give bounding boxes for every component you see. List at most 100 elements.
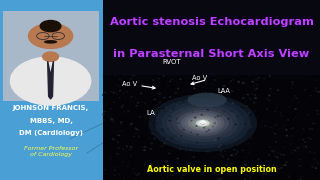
- Circle shape: [137, 112, 139, 113]
- Circle shape: [203, 127, 205, 128]
- Ellipse shape: [191, 117, 215, 129]
- Circle shape: [212, 126, 213, 127]
- Circle shape: [131, 172, 132, 173]
- Circle shape: [118, 135, 119, 136]
- Circle shape: [170, 131, 171, 132]
- Circle shape: [228, 118, 229, 119]
- Circle shape: [235, 124, 236, 125]
- Circle shape: [201, 121, 205, 123]
- Circle shape: [252, 166, 253, 167]
- Circle shape: [236, 120, 237, 121]
- Ellipse shape: [155, 98, 251, 148]
- Circle shape: [244, 179, 245, 180]
- Circle shape: [269, 100, 270, 101]
- Circle shape: [126, 146, 127, 147]
- Circle shape: [251, 138, 252, 139]
- Circle shape: [304, 136, 305, 137]
- Circle shape: [215, 117, 216, 118]
- Circle shape: [248, 130, 249, 131]
- Circle shape: [119, 79, 120, 80]
- Circle shape: [148, 100, 149, 101]
- Circle shape: [127, 109, 128, 110]
- Circle shape: [156, 123, 157, 124]
- Circle shape: [247, 94, 248, 95]
- Circle shape: [122, 161, 124, 162]
- Circle shape: [165, 101, 166, 102]
- Circle shape: [207, 109, 208, 110]
- Circle shape: [104, 111, 105, 112]
- Circle shape: [284, 125, 285, 126]
- Circle shape: [217, 177, 218, 178]
- Ellipse shape: [196, 120, 210, 127]
- Circle shape: [120, 147, 121, 148]
- Circle shape: [121, 122, 122, 123]
- Circle shape: [301, 93, 302, 94]
- Circle shape: [117, 153, 118, 154]
- Circle shape: [231, 155, 232, 156]
- Circle shape: [216, 171, 217, 172]
- Circle shape: [304, 103, 305, 104]
- Circle shape: [153, 132, 154, 133]
- Circle shape: [291, 151, 292, 152]
- Ellipse shape: [162, 101, 244, 145]
- Circle shape: [117, 166, 118, 167]
- Text: Aortic stenosis Echocardiogram: Aortic stenosis Echocardiogram: [110, 17, 315, 27]
- Circle shape: [165, 166, 166, 167]
- Circle shape: [111, 91, 112, 92]
- Circle shape: [238, 89, 239, 90]
- Bar: [3, 11, 99, 101]
- Circle shape: [106, 88, 107, 89]
- Circle shape: [265, 125, 266, 126]
- Circle shape: [310, 95, 311, 96]
- Circle shape: [206, 76, 208, 77]
- Circle shape: [183, 175, 184, 176]
- Circle shape: [183, 129, 184, 130]
- Polygon shape: [39, 61, 62, 76]
- Text: MBBS, MD,: MBBS, MD,: [29, 118, 73, 124]
- Circle shape: [254, 159, 256, 160]
- Circle shape: [168, 153, 169, 154]
- Circle shape: [221, 115, 222, 116]
- Ellipse shape: [177, 110, 229, 136]
- Circle shape: [233, 149, 235, 150]
- Circle shape: [159, 93, 160, 94]
- Text: Aortic stenosis Echocardiogram: Aortic stenosis Echocardiogram: [109, 17, 314, 27]
- Ellipse shape: [172, 107, 233, 139]
- Circle shape: [212, 159, 213, 160]
- Circle shape: [183, 171, 184, 172]
- Circle shape: [170, 116, 171, 117]
- Circle shape: [132, 75, 133, 76]
- Circle shape: [306, 130, 307, 131]
- Circle shape: [303, 146, 304, 147]
- Circle shape: [214, 172, 215, 173]
- Bar: [3, 11, 99, 101]
- Circle shape: [292, 84, 293, 85]
- Circle shape: [138, 136, 140, 137]
- Circle shape: [106, 104, 107, 105]
- Circle shape: [197, 134, 198, 135]
- Ellipse shape: [197, 120, 208, 126]
- Circle shape: [200, 162, 201, 163]
- Circle shape: [185, 173, 186, 174]
- Circle shape: [273, 164, 274, 165]
- Circle shape: [214, 157, 215, 158]
- Circle shape: [223, 145, 225, 146]
- Circle shape: [286, 135, 287, 136]
- Circle shape: [180, 79, 181, 80]
- Circle shape: [218, 138, 219, 139]
- Circle shape: [158, 132, 159, 133]
- Circle shape: [123, 105, 124, 106]
- Circle shape: [142, 147, 144, 148]
- Circle shape: [254, 102, 255, 103]
- Circle shape: [280, 154, 281, 155]
- Bar: [103, 0, 320, 75]
- Circle shape: [214, 140, 216, 141]
- Circle shape: [205, 106, 206, 107]
- Circle shape: [300, 179, 301, 180]
- Text: in Parasternal Short Axis View: in Parasternal Short Axis View: [113, 49, 310, 59]
- Circle shape: [161, 127, 162, 128]
- Circle shape: [128, 111, 129, 112]
- Circle shape: [137, 81, 138, 82]
- Circle shape: [151, 119, 152, 120]
- Circle shape: [119, 90, 121, 91]
